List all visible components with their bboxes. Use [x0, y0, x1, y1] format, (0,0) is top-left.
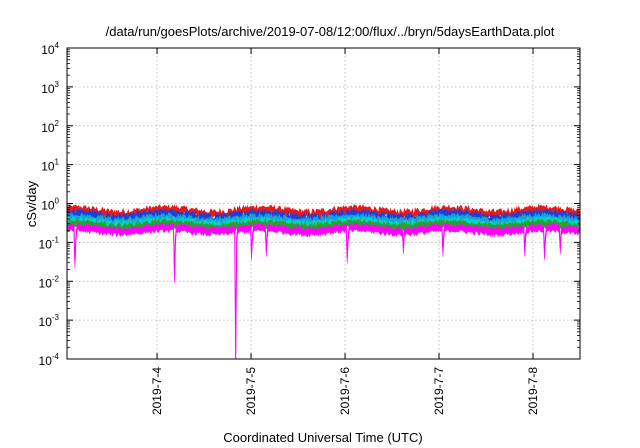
x-tick-label: 2019-7-8 — [526, 367, 540, 415]
series-line — [66, 215, 581, 228]
series-line — [66, 222, 580, 360]
series-line — [66, 211, 581, 225]
y-tick-label: 104 — [41, 41, 59, 57]
x-axis-label: Coordinated Universal Time (UTC) — [223, 430, 422, 445]
y-tick-label: 102 — [41, 119, 59, 135]
y-tick-label: 100 — [41, 197, 59, 213]
plot-frame — [66, 47, 581, 360]
grid-lines — [67, 48, 580, 359]
series-band — [66, 223, 581, 360]
y-tick-label: 101 — [41, 158, 59, 174]
chart-title: /data/run/goesPlots/archive/2019-07-08/1… — [106, 24, 555, 39]
y-tick-label: 10-4 — [39, 352, 60, 368]
y-tick-label: 10-3 — [39, 313, 60, 329]
y-tick-label: 10-2 — [39, 274, 60, 290]
x-tick-label: 2019-7-5 — [244, 367, 258, 415]
x-tick-label: 2019-7-6 — [338, 367, 352, 415]
series-group — [66, 203, 581, 360]
x-tick-label: 2019-7-4 — [150, 367, 164, 415]
series-line — [66, 203, 581, 217]
series-line — [66, 217, 581, 230]
y-tick-label: 10-1 — [39, 235, 60, 251]
y-tick-label: 103 — [41, 80, 59, 96]
x-tick-label: 2019-7-7 — [432, 367, 446, 415]
y-axis-label: cSv/day — [24, 180, 39, 227]
axis-group: 104 103 102 101 100 10-1 10-2 10-3 10-4 2019-7-4 2… — [39, 41, 580, 415]
series-line — [66, 207, 581, 222]
